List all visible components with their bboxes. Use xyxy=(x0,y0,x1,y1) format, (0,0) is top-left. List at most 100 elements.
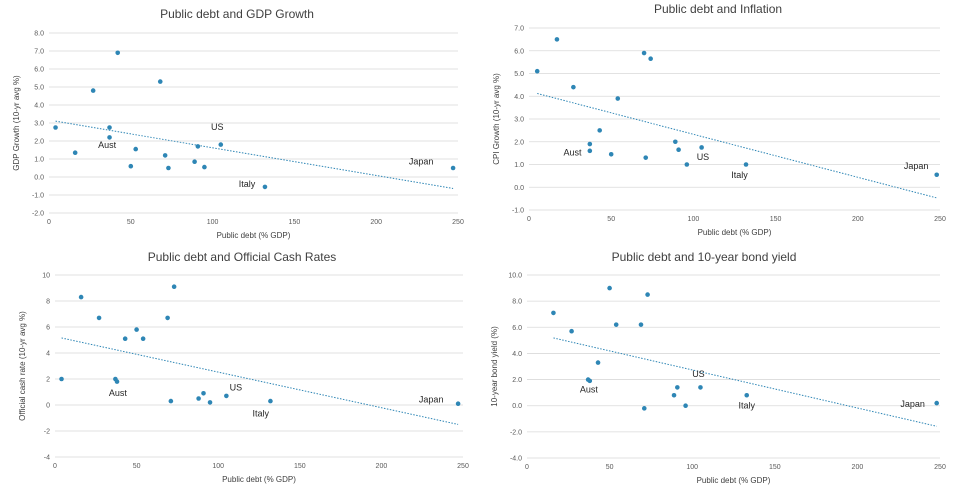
y-tick-label: 6.0 xyxy=(512,325,522,332)
y-tick-label: 10.0 xyxy=(508,273,522,280)
data-point xyxy=(268,398,273,404)
data-point xyxy=(201,391,206,396)
data-point xyxy=(107,125,112,130)
chart-title: Public debt and Inflation xyxy=(654,2,782,16)
x-tick-label: 250 xyxy=(457,463,469,470)
data-point xyxy=(643,155,649,160)
data-point xyxy=(450,165,456,171)
y-tick-label: 8.0 xyxy=(34,31,44,38)
data-point xyxy=(684,162,690,167)
y-tick-label: 1.0 xyxy=(514,162,524,169)
chart-gdp-growth: Public debt and GDP Growth -2.0 -1.0 0.0 1.0… xyxy=(12,7,464,240)
y-tick-label: -2.0 xyxy=(510,429,522,436)
data-point xyxy=(641,50,647,56)
x-tick-label: 150 xyxy=(294,463,306,470)
data-point xyxy=(96,315,102,321)
x-tick-label: 150 xyxy=(769,464,781,471)
data-point xyxy=(743,162,749,167)
data-point xyxy=(166,165,171,171)
chart-title: Public debt and GDP Growth xyxy=(160,7,314,21)
y-tick-label: 3.0 xyxy=(34,121,44,128)
data-point xyxy=(554,37,560,42)
data-point xyxy=(168,398,174,404)
x-tick-label: 200 xyxy=(370,219,382,226)
annotation-aust: Aust xyxy=(580,385,599,395)
data-point xyxy=(551,310,556,316)
data-point xyxy=(638,322,644,327)
data-point xyxy=(934,400,939,406)
data-point xyxy=(162,153,168,158)
y-tick-label: 8.0 xyxy=(512,299,522,306)
y-tick-label: -1.0 xyxy=(512,208,524,215)
chart-panel-inflation: Public debt and Inflation -1.0 0.0 1.0 2.0 3.… xyxy=(476,0,953,247)
data-point xyxy=(262,184,268,190)
trendline xyxy=(553,337,937,427)
y-tick-label: 2.0 xyxy=(34,139,44,146)
x-tick-label: 250 xyxy=(934,464,946,471)
x-tick-label: 150 xyxy=(770,216,782,223)
x-tick-label: 0 xyxy=(527,216,531,223)
data-point xyxy=(140,336,146,341)
data-point xyxy=(196,396,201,401)
x-axis-label: Public debt (% GDP) xyxy=(222,475,296,484)
data-point xyxy=(195,144,201,149)
data-point xyxy=(122,336,128,341)
y-tick-label: 8 xyxy=(46,299,50,306)
chart-panel-cash-rates: Public debt and Official Cash Rates -4 -2 0… xyxy=(0,247,476,495)
x-tick-label: 0 xyxy=(47,219,51,226)
annotation-aust: Aust xyxy=(98,140,117,150)
chart-title: Public debt and Official Cash Rates xyxy=(148,250,337,264)
y-axis-label: CPI Growth (10-yr avg %) xyxy=(492,73,501,165)
data-point xyxy=(59,376,64,382)
data-point xyxy=(587,378,593,384)
data-point xyxy=(114,379,120,384)
data-point xyxy=(597,128,602,133)
x-tick-label: 50 xyxy=(607,216,615,223)
data-point xyxy=(587,148,593,154)
x-tick-label: 250 xyxy=(452,219,464,226)
data-point xyxy=(571,84,576,90)
annotation-italy: Italy xyxy=(738,400,755,410)
data-point xyxy=(671,392,677,398)
x-tick-label: 250 xyxy=(934,216,946,223)
x-tick-label: 100 xyxy=(688,216,700,223)
x-tick-label: 0 xyxy=(53,463,57,470)
x-tick-label: 150 xyxy=(289,219,301,226)
y-tick-label: 3.0 xyxy=(514,117,524,124)
data-point xyxy=(218,142,224,147)
annotation-japan: Japan xyxy=(904,161,929,171)
y-axis-label: Official cash rate (10-yr avg %) xyxy=(18,311,27,421)
data-point xyxy=(699,145,704,150)
x-axis-label: Public debt (% GDP) xyxy=(698,228,772,237)
annotation-us: US xyxy=(230,383,243,393)
y-tick-label: 5.0 xyxy=(514,71,524,78)
x-tick-label: 50 xyxy=(133,463,141,470)
data-point xyxy=(608,151,614,157)
chart-title: Public debt and 10-year bond yield xyxy=(612,250,797,264)
x-tick-label: 50 xyxy=(606,464,614,471)
data-point xyxy=(595,360,601,365)
chart-inflation: Public debt and Inflation -1.0 0.0 1.0 2.0 3.… xyxy=(492,2,946,237)
data-point xyxy=(128,163,134,169)
data-point xyxy=(934,172,940,178)
chart-panel-gdp-growth: Public debt and GDP Growth -2.0 -1.0 0.0 1.0… xyxy=(0,0,476,247)
annotation-japan: Japan xyxy=(419,394,444,404)
data-point xyxy=(115,50,121,56)
y-tick-label: 2.0 xyxy=(512,377,522,384)
annotation-aust: Aust xyxy=(109,388,128,398)
annotation-us: US xyxy=(211,122,224,132)
x-tick-label: 50 xyxy=(127,219,135,226)
data-point xyxy=(157,79,163,84)
data-point xyxy=(107,135,112,140)
trendline xyxy=(55,120,454,189)
data-point xyxy=(607,285,612,291)
data-point xyxy=(455,401,461,406)
data-point xyxy=(683,403,688,409)
y-tick-label: 1.0 xyxy=(34,157,44,164)
chart-bond-yield: Public debt and 10-year bond yield -4.0 -2… xyxy=(490,250,946,485)
annotation-italy: Italy xyxy=(731,170,748,180)
y-tick-label: 4.0 xyxy=(514,94,524,101)
data-point xyxy=(587,141,593,147)
data-point xyxy=(133,146,139,152)
y-tick-label: 7.0 xyxy=(34,49,44,56)
